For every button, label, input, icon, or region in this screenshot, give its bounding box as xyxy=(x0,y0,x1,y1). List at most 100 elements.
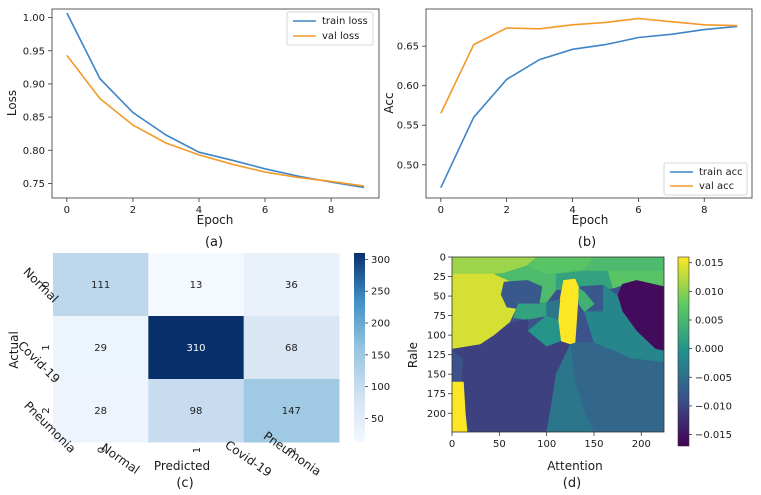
column-category-label: Normal xyxy=(98,441,142,477)
y-tick-label: 0.65 xyxy=(397,42,419,53)
accuracy-chart-ticks: 0 2 4 6 8 0.50 0.55 0.60 0.65 xyxy=(397,42,708,216)
x-tick-label: 0 xyxy=(449,439,455,450)
series-line-val-acc xyxy=(440,17,738,114)
matrix-cell xyxy=(148,253,245,317)
accuracy-chart-caption: (b) xyxy=(578,235,596,250)
attention-region xyxy=(546,343,595,432)
attention-region xyxy=(513,301,547,320)
attention-region xyxy=(546,299,561,320)
x-tick-label: 0 xyxy=(438,205,444,216)
x-tick-label: 8 xyxy=(701,205,707,216)
colorbar-tick-label: 50 xyxy=(371,414,384,425)
loss-chart-legend: train loss val loss xyxy=(286,11,374,46)
confusion-matrix-colorbar-ticks: 50 100 150 200 250 300 xyxy=(365,255,390,425)
confusion-matrix-colorbar xyxy=(354,253,365,442)
confusion-matrix-ylabel: Actual xyxy=(7,331,21,369)
series-line-val-loss xyxy=(66,54,365,187)
attention-region xyxy=(527,257,595,275)
matrix-cell-value: 68 xyxy=(285,343,298,354)
row-index-label: 1 xyxy=(41,344,52,350)
confusion-matrix-cells: 111 13 36 29 310 68 28 98 147 xyxy=(53,253,340,443)
attention-map-ylabel: Rale xyxy=(406,342,420,368)
colorbar-tick-label: 200 xyxy=(371,319,390,330)
y-tick-label: 50 xyxy=(433,292,446,303)
matrix-cell xyxy=(53,253,149,317)
colorbar-tick-label: 0.000 xyxy=(695,344,724,355)
y-tick-label: 0.50 xyxy=(397,160,419,171)
x-tick-label: 50 xyxy=(493,439,506,450)
legend-box xyxy=(663,162,748,196)
colorbar-tick-label: −0.010 xyxy=(695,401,732,412)
matrix-cell xyxy=(243,253,340,317)
y-tick-label: 0.80 xyxy=(23,146,45,157)
attention-region xyxy=(452,381,468,432)
colorbar-tick-label: 0.010 xyxy=(695,287,724,298)
attention-region xyxy=(452,257,538,275)
y-tick-label: 175 xyxy=(427,389,446,400)
loss-chart-axes-frame xyxy=(51,8,380,199)
x-tick-label: 6 xyxy=(262,205,268,216)
y-tick-label: 0.75 xyxy=(23,179,45,190)
y-tick-label: 25 xyxy=(433,272,446,283)
x-tick-label: 4 xyxy=(569,205,575,216)
loss-chart-series xyxy=(66,12,365,189)
y-tick-label: 1.00 xyxy=(23,13,45,24)
x-tick-label: 2 xyxy=(503,205,509,216)
y-tick-label: 0 xyxy=(440,253,446,264)
x-tick-label: 100 xyxy=(537,439,556,450)
matrix-cell xyxy=(243,379,340,443)
attention-map-colorbar-ticks: 0.015 0.010 0.005 0.000 −0.005 −0.010 −0.015 xyxy=(689,258,732,441)
attention-map-xlabel: Attention xyxy=(547,459,602,473)
accuracy-chart-legend: train acc val acc xyxy=(663,162,748,196)
series-line-train-acc xyxy=(440,25,738,189)
column-index-label: 0 xyxy=(97,447,108,453)
loss-chart-ticks: 0 2 4 6 8 0.75 0.80 0.85 0.90 0.95 1.00 xyxy=(23,13,335,216)
legend-label-val-acc: val acc xyxy=(699,181,734,192)
y-tick-label: 200 xyxy=(427,409,446,420)
accuracy-chart-axes-frame xyxy=(425,8,753,199)
matrix-cell xyxy=(243,316,340,380)
colorbar-tick-label: −0.015 xyxy=(695,430,732,441)
x-tick-label: 0 xyxy=(64,205,70,216)
colorbar-tick-label: −0.005 xyxy=(695,373,732,384)
confusion-matrix-xlabel: Predicted xyxy=(154,459,210,473)
attention-region xyxy=(578,287,595,313)
y-tick-label: 75 xyxy=(433,311,446,322)
column-index-label: 1 xyxy=(192,447,203,453)
accuracy-chart-series xyxy=(440,17,738,189)
x-tick-label: 6 xyxy=(635,205,641,216)
loss-chart: 0 2 4 6 8 0.75 0.80 0.85 0.90 0.95 1.00 Epoch Loss… xyxy=(5,8,380,250)
matrix-cell-value: 28 xyxy=(94,406,107,417)
matrix-cell xyxy=(53,316,149,380)
matrix-cell xyxy=(53,379,149,443)
loss-chart-ylabel: Loss xyxy=(5,90,19,116)
accuracy-chart: 0 2 4 6 8 0.50 0.55 0.60 0.65 Epoch Acc (b) trai… xyxy=(382,8,753,250)
legend-label-val-loss: val loss xyxy=(322,31,359,42)
attention-map-colorbar xyxy=(677,256,690,447)
x-tick-label: 2 xyxy=(130,205,136,216)
y-tick-label: 0.60 xyxy=(397,81,419,92)
row-index-label: 0 xyxy=(41,281,52,287)
y-tick-label: 125 xyxy=(427,350,446,361)
colorbar-tick-label: 150 xyxy=(371,350,390,361)
matrix-cell-value: 29 xyxy=(94,343,107,354)
x-tick-label: 8 xyxy=(328,205,334,216)
legend-label-train-acc: train acc xyxy=(699,167,743,178)
y-tick-label: 150 xyxy=(427,370,446,381)
x-tick-label: 150 xyxy=(584,439,603,450)
matrix-cell xyxy=(148,316,245,380)
loss-chart-xlabel: Epoch xyxy=(197,213,234,227)
matrix-cell-value: 111 xyxy=(91,280,110,291)
matrix-cell-value: 147 xyxy=(282,406,301,417)
column-index-label: 2 xyxy=(287,447,298,453)
attention-map: 0 50 100 150 200 0 25 50 75 100 125 150 175 200 Atten… xyxy=(406,253,732,492)
matrix-cell-value: 98 xyxy=(190,406,203,417)
accuracy-chart-ylabel: Acc xyxy=(382,92,396,113)
x-tick-label: 4 xyxy=(196,205,202,216)
attention-map-caption: (d) xyxy=(563,476,581,491)
attention-region xyxy=(584,284,664,363)
legend-label-train-loss: train loss xyxy=(322,16,368,27)
matrix-cell-value: 310 xyxy=(186,343,205,354)
